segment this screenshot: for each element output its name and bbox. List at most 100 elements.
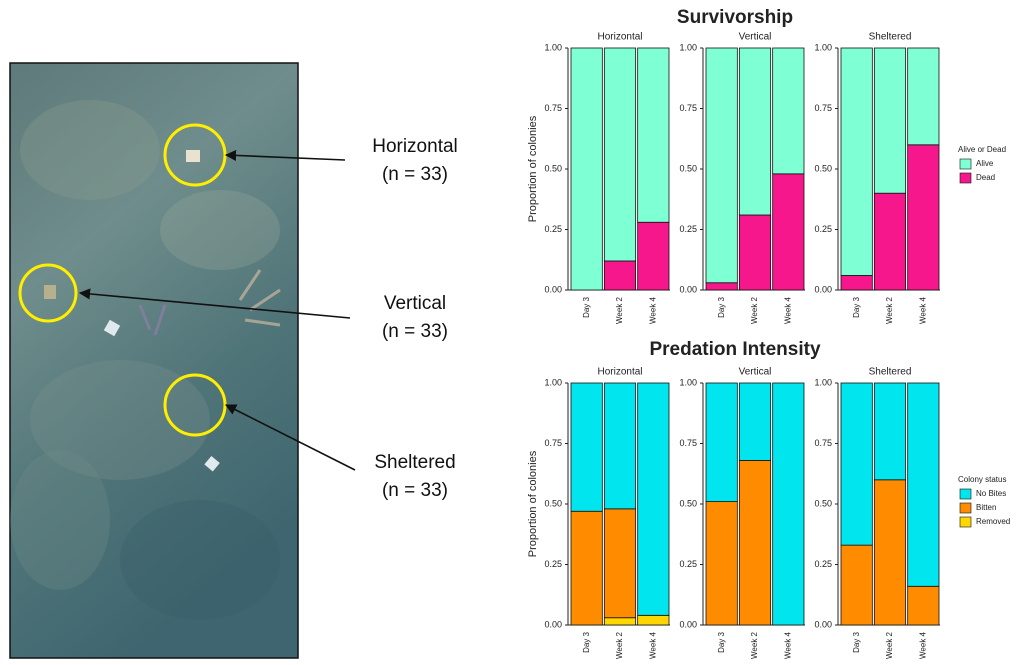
bar-segment: [604, 48, 635, 261]
facet-title: Horizontal: [597, 367, 642, 378]
y-tick-label: 1.00: [679, 377, 697, 387]
legend-label: Bitten: [976, 503, 996, 512]
x-tick-label: Day 3: [717, 296, 726, 317]
x-tick-label: Week 2: [885, 296, 894, 324]
bar-segment: [874, 383, 905, 480]
y-tick-label: 0.75: [814, 103, 832, 113]
y-tick-label: 0.00: [814, 284, 832, 294]
bar-segment: [638, 615, 669, 625]
facet-title: Sheltered: [869, 367, 912, 378]
x-tick-label: Week 2: [615, 296, 624, 324]
x-tick-label: Week 4: [648, 631, 657, 659]
facet-title: Sheltered: [869, 32, 912, 43]
x-tick-label: Day 3: [852, 296, 861, 317]
legend-swatch: [960, 489, 971, 499]
x-tick-label: Week 4: [648, 296, 657, 324]
y-tick-label: 0.75: [544, 103, 562, 113]
y-tick-label: 0.50: [544, 498, 562, 508]
y-axis-label: Proportion of colonies: [527, 450, 539, 557]
y-tick-label: 0.50: [814, 163, 832, 173]
bar-segment: [706, 502, 737, 625]
bar-segment: [874, 48, 905, 193]
bar-segment: [908, 48, 939, 145]
y-tick-label: 0.25: [679, 559, 697, 569]
bar-segment: [604, 261, 635, 290]
bar-segment: [874, 193, 905, 290]
facet-title: Vertical: [739, 32, 772, 43]
figure: Horizontal (n = 33) Vertical (n = 33) Sh…: [0, 0, 1020, 660]
y-tick-label: 0.75: [814, 438, 832, 448]
legend-title: Colony status: [958, 475, 1006, 484]
y-tick-label: 0.75: [679, 438, 697, 448]
bar-segment: [773, 174, 804, 290]
chart-title: Survivorship: [677, 7, 793, 28]
y-tick-label: 0.00: [544, 284, 562, 294]
facet-title: Vertical: [739, 367, 772, 378]
y-tick-label: 0.25: [814, 224, 832, 234]
bar-segment: [706, 48, 737, 283]
bar-segment: [908, 145, 939, 290]
label-n: (n = 33): [382, 321, 448, 342]
bar-segment: [638, 383, 669, 615]
bar-segment: [874, 480, 905, 625]
bar-segment: [638, 48, 669, 222]
legend-swatch: [960, 173, 971, 183]
x-tick-label: Day 3: [717, 631, 726, 652]
y-tick-label: 0.50: [679, 498, 697, 508]
bar-segment: [604, 618, 635, 625]
x-tick-label: Week 2: [615, 631, 624, 659]
legend-label: Alive: [976, 159, 994, 168]
legend-title: Alive or Dead: [958, 145, 1006, 154]
bar-segment: [739, 215, 770, 290]
y-axis-label: Proportion of colonies: [527, 115, 539, 222]
x-tick-label: Week 4: [918, 631, 927, 659]
y-tick-label: 0.25: [544, 224, 562, 234]
y-tick-label: 0.75: [544, 438, 562, 448]
bar-segment: [908, 586, 939, 625]
bar-segment: [604, 383, 635, 509]
y-tick-label: 0.50: [679, 163, 697, 173]
bar-segment: [604, 509, 635, 618]
x-tick-label: Week 4: [918, 296, 927, 324]
x-tick-label: Day 3: [582, 631, 591, 652]
bar-segment: [571, 48, 602, 290]
bar-segment: [706, 383, 737, 502]
y-tick-label: 0.25: [679, 224, 697, 234]
y-tick-label: 0.25: [814, 559, 832, 569]
bar-segment: [571, 383, 602, 511]
y-tick-label: 0.00: [679, 284, 697, 294]
x-tick-label: Week 2: [750, 296, 759, 324]
y-tick-label: 0.00: [544, 619, 562, 629]
reef-photo: [10, 63, 298, 658]
bar-segment: [908, 383, 939, 586]
y-tick-label: 0.00: [679, 619, 697, 629]
legend-swatch: [960, 503, 971, 513]
label-n: (n = 33): [382, 480, 448, 501]
label-name: Sheltered: [374, 452, 455, 473]
x-tick-label: Week 2: [750, 631, 759, 659]
bar-segment: [773, 383, 804, 625]
y-tick-label: 0.25: [544, 559, 562, 569]
legend-swatch: [960, 517, 971, 527]
y-tick-label: 1.00: [814, 42, 832, 52]
chart-title: Predation Intensity: [649, 339, 820, 360]
bar-segment: [571, 511, 602, 625]
bar-segment: [638, 222, 669, 290]
x-tick-label: Week 4: [783, 631, 792, 659]
bar-segment: [739, 383, 770, 460]
y-tick-label: 1.00: [544, 377, 562, 387]
x-tick-label: Week 4: [783, 296, 792, 324]
y-tick-label: 1.00: [679, 42, 697, 52]
label-name: Horizontal: [372, 136, 458, 157]
bar-segment: [773, 48, 804, 174]
bar-segment: [739, 460, 770, 625]
x-tick-label: Day 3: [852, 631, 861, 652]
label-n: (n = 33): [382, 164, 448, 185]
bar-segment: [739, 48, 770, 215]
y-tick-label: 0.50: [544, 163, 562, 173]
bar-segment: [841, 275, 872, 290]
label-name: Vertical: [384, 293, 446, 314]
legend-label: Dead: [976, 173, 995, 182]
photo-labels: Horizontal (n = 33) Vertical (n = 33) Sh…: [372, 136, 458, 501]
y-tick-label: 1.00: [544, 42, 562, 52]
